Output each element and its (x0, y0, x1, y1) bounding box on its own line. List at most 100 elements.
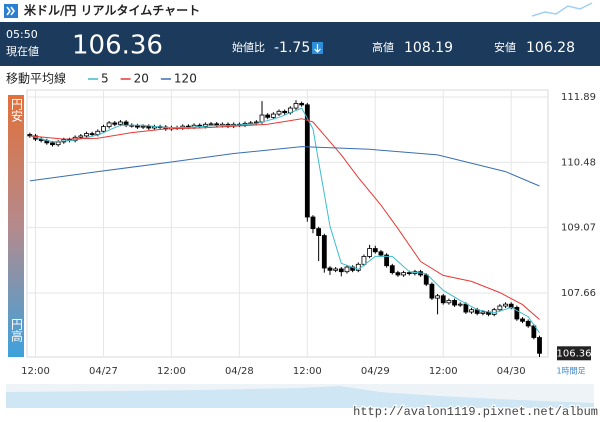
navigator-area (6, 386, 594, 408)
y-tick-label: 111.89 (561, 92, 596, 103)
candle-body (525, 320, 531, 327)
x-tick-label: 12:00 (21, 366, 50, 377)
price: 106.36 (72, 31, 163, 61)
candle-body (480, 311, 486, 314)
legend-label: 120 (174, 72, 197, 86)
candle-body (440, 295, 446, 304)
candle-body (316, 228, 322, 236)
moving-average (29, 107, 540, 334)
watermark: http://avalon1119.pixnet.net/album (353, 405, 598, 419)
candle-body (118, 121, 123, 125)
candle-body (310, 216, 316, 229)
y-tick-label: 110.48 (561, 157, 596, 168)
last-price-label: 106.36 (557, 348, 592, 359)
candle-body (457, 303, 463, 306)
change: -1.75 (274, 40, 310, 56)
candle-body (469, 309, 474, 313)
candle-body (208, 123, 214, 126)
side-gauge (8, 95, 24, 357)
candle-body (140, 125, 146, 128)
candle-body (55, 141, 61, 146)
high-label: 高値 (372, 40, 394, 54)
y-tick-label: 107.66 (561, 288, 596, 299)
legend-title: 移動平均線 (6, 71, 66, 86)
candle-body (84, 133, 89, 137)
price-bar (0, 22, 600, 66)
candle-body (270, 113, 276, 118)
down-arrow (314, 44, 321, 53)
candle-body (361, 256, 367, 265)
candle-body (378, 251, 384, 256)
candle-body (389, 265, 395, 274)
high: 108.19 (404, 40, 453, 56)
candle-body (78, 135, 84, 138)
legend-label: 5 (101, 72, 109, 86)
candle-body (135, 125, 140, 128)
x-tick-label: 12:00 (293, 366, 322, 377)
candle-body (497, 305, 503, 311)
candle-body (514, 307, 520, 320)
candle-body (146, 125, 152, 129)
time: 05:50 (6, 28, 38, 41)
candle-body (259, 114, 265, 123)
candle-body (293, 103, 299, 109)
x-tick-label: 04/28 (225, 366, 254, 377)
candle-body (367, 248, 373, 257)
timeframe: 1時間足 (556, 367, 585, 376)
candle-body (452, 300, 457, 306)
plot-frame (26, 89, 549, 358)
candle-body (429, 283, 435, 299)
x-tick-label: 12:00 (429, 366, 458, 377)
candle-body (321, 235, 327, 269)
low: 106.28 (526, 40, 575, 56)
candle-body (327, 267, 333, 271)
candle-body (406, 272, 412, 275)
candle-body (89, 133, 95, 135)
y-tick-label: 109.07 (561, 223, 596, 234)
candle-body (384, 254, 390, 267)
candle-body (338, 268, 344, 273)
candle-body (446, 300, 452, 304)
candle-body (276, 110, 282, 115)
candle-body (344, 266, 350, 273)
legend-label: 20 (134, 72, 149, 86)
candle-body (282, 110, 288, 114)
candle-body (372, 248, 378, 253)
deco-graph (531, 2, 593, 17)
change-label: 始値比 (232, 40, 265, 54)
candle-body (265, 114, 271, 118)
candle-body (112, 122, 118, 125)
logo-arrows (6, 6, 15, 16)
candle-body (106, 122, 112, 128)
x-tick-label: 12:00 (157, 366, 186, 377)
candle-body (537, 337, 542, 354)
low-label: 安値 (494, 40, 516, 54)
moving-average (29, 146, 540, 187)
x-tick-label: 04/30 (497, 366, 526, 377)
candle-body (299, 103, 305, 106)
last-price-box (557, 346, 591, 361)
candle-body (503, 303, 508, 307)
candle-body (423, 274, 429, 285)
candle-body (395, 272, 401, 276)
candle-body (520, 318, 525, 322)
page-title: 米ドル/円 リアルタイムチャート (24, 3, 200, 18)
candle-body (401, 272, 406, 276)
candle-body (333, 268, 339, 271)
candle-body (463, 303, 469, 313)
moving-average (29, 118, 540, 320)
candle-body (253, 121, 259, 124)
candle-body (531, 325, 537, 338)
candle-body (50, 142, 55, 146)
top-bar (0, 0, 600, 22)
yen-strong-label: 円高 (10, 318, 24, 343)
x-tick-label: 04/27 (89, 366, 118, 377)
price-label: 現在値 (6, 45, 39, 58)
x-tick-label: 04/29 (361, 366, 390, 377)
yen-weak-label: 円安 (10, 98, 24, 122)
candle-body (304, 104, 310, 218)
candle-body (435, 295, 440, 299)
candle-body (101, 126, 106, 132)
